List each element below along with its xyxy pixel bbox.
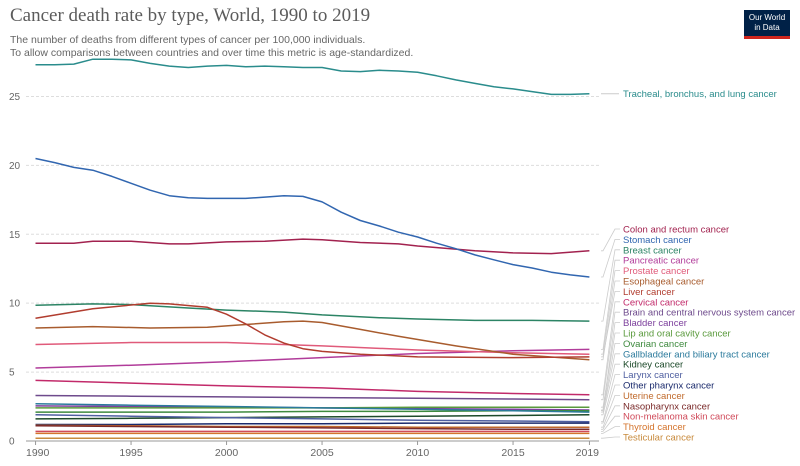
series-line xyxy=(35,303,590,322)
label-connector xyxy=(601,342,620,412)
series-label: Liver cancer xyxy=(623,287,675,298)
y-axis-ticks: 0 5 10 15 20 25 xyxy=(9,92,21,448)
series-label: Thyroid cancer xyxy=(623,422,686,433)
series-label: Nasopharynx cancer xyxy=(623,401,710,412)
chart-subtitle-line-2: To allow comparisons between countries a… xyxy=(10,47,414,59)
x-tick-label: 1990 xyxy=(26,447,50,459)
x-tick-label: 2010 xyxy=(406,447,430,459)
y-tick-label: 15 xyxy=(9,230,21,241)
label-connector xyxy=(601,436,620,439)
logo-line-2: in Data xyxy=(754,22,780,32)
series-line xyxy=(35,58,590,96)
label-connector xyxy=(601,374,620,423)
series-line xyxy=(35,238,590,255)
series-label: Uterine cancer xyxy=(623,391,685,402)
series-label: Cervical cancer xyxy=(623,297,688,308)
label-connector xyxy=(601,290,620,358)
series-label: Lip and oral cavity cancer xyxy=(623,329,731,340)
series-label: Prostate cancer xyxy=(623,266,690,277)
x-tick-label: 2005 xyxy=(310,447,334,459)
series-label: Testicular cancer xyxy=(623,433,694,444)
series-lines xyxy=(35,58,590,439)
label-connector xyxy=(601,353,620,413)
x-tick-label: 2015 xyxy=(501,447,525,459)
label-connectors xyxy=(601,93,620,439)
series-line xyxy=(35,425,590,431)
y-tick-label: 5 xyxy=(9,368,15,379)
label-connector xyxy=(601,270,620,355)
series-label: Other pharynx cancer xyxy=(623,381,714,392)
series-line xyxy=(35,320,590,361)
x-tick-label: 1995 xyxy=(119,447,143,459)
label-connector xyxy=(601,426,620,434)
y-tick-label: 25 xyxy=(9,92,21,103)
label-connector xyxy=(601,280,620,361)
series-label: Kidney cancer xyxy=(623,360,683,371)
series-label: Esophageal cancer xyxy=(623,277,704,288)
label-connector xyxy=(601,238,620,278)
x-axis-ticks: 1990 1995 2000 2005 2010 2015 2019 xyxy=(26,441,599,459)
label-connector xyxy=(601,249,620,322)
series-line xyxy=(35,403,590,413)
label-connector xyxy=(601,405,620,430)
label-connector xyxy=(601,363,620,416)
chart-subtitle-line-1: The number of deaths from different type… xyxy=(10,34,366,46)
label-connector xyxy=(601,332,620,408)
series-line xyxy=(35,422,590,426)
series-label: Tracheal, bronchus, and lung cancer xyxy=(623,89,777,100)
series-label: Colon and rectum cancer xyxy=(623,225,729,236)
chart-title: Cancer death rate by type, World, 1990 t… xyxy=(10,5,371,26)
label-connector xyxy=(601,394,620,428)
series-line xyxy=(35,348,590,369)
series-line xyxy=(35,414,590,420)
label-connector xyxy=(601,311,620,401)
y-tick-label: 0 xyxy=(9,437,15,448)
x-tick-label: 2000 xyxy=(215,447,239,459)
y-tick-label: 10 xyxy=(9,299,21,310)
series-line xyxy=(35,379,590,396)
series-line xyxy=(35,341,590,355)
series-label: Bladder cancer xyxy=(623,318,687,329)
series-label: Breast cancer xyxy=(623,245,682,256)
series-line xyxy=(35,414,590,423)
series-labels: Tracheal, bronchus, and lung cancer Colon… xyxy=(623,89,795,443)
label-connector xyxy=(601,301,620,396)
series-label: Non-melanoma skin cancer xyxy=(623,412,739,423)
x-tick-label: 2019 xyxy=(576,447,600,459)
label-connector xyxy=(601,415,620,432)
series-line xyxy=(35,157,590,278)
series-label: Stomach cancer xyxy=(623,235,692,246)
label-connector xyxy=(601,322,620,411)
series-label: Pancreatic cancer xyxy=(623,256,699,267)
series-label: Gallbladder and biliary tract cancer xyxy=(623,349,770,360)
gridlines xyxy=(26,95,599,442)
owid-logo[interactable]: Our World in Data xyxy=(744,10,790,39)
y-tick-label: 20 xyxy=(9,161,21,172)
series-line xyxy=(35,302,590,359)
label-connector xyxy=(601,384,620,424)
label-connector xyxy=(601,259,620,350)
series-label: Ovarian cancer xyxy=(623,339,687,350)
series-label: Brain and central nervous system cancer xyxy=(623,308,795,319)
series-line xyxy=(35,394,590,401)
series-label: Larynx cancer xyxy=(623,370,683,381)
logo-line-1: Our World xyxy=(748,13,786,22)
label-connector xyxy=(601,228,620,252)
